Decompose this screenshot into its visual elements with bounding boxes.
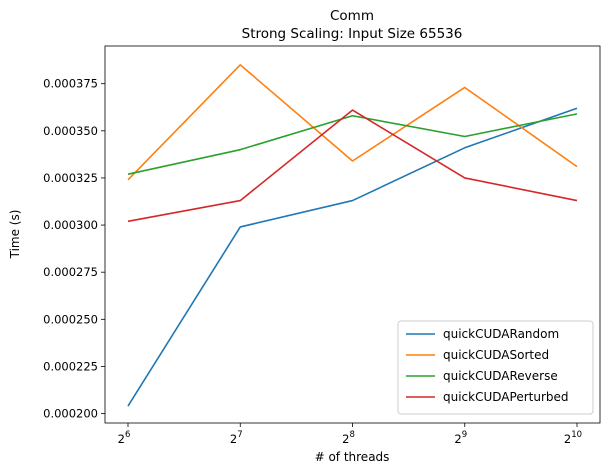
series-line-quickCUDASorted: [127, 64, 578, 181]
x-tick-exponent: 9: [462, 430, 467, 440]
y-tick-label: 0.000250: [43, 312, 98, 326]
x-tick-base: 2: [230, 432, 237, 446]
legend-label: quickCUDAReverse: [443, 369, 558, 383]
legend-label: quickCUDAPerturbed: [443, 390, 569, 404]
legend-box: [397, 320, 594, 415]
series-line-quickCUDAPerturbed: [127, 109, 578, 223]
legend-label: quickCUDARandom: [443, 327, 559, 341]
chart-subtitle: Strong Scaling: Input Size 65536: [242, 26, 463, 42]
y-tick-label: 0.000225: [43, 359, 98, 373]
x-tick-label: 29: [454, 430, 467, 446]
legend-label: quickCUDASorted: [443, 348, 549, 362]
x-tick-label: 26: [118, 430, 131, 446]
y-tick-label: 0.000200: [43, 407, 98, 421]
y-tick-label: 0.000275: [43, 265, 98, 279]
x-tick-base: 2: [342, 432, 349, 446]
x-axis-label: # of threads: [315, 450, 390, 464]
y-axis-label: Time (s): [8, 210, 22, 260]
x-tick-base: 2: [454, 432, 461, 446]
x-axis: 26 27 28 29 210: [118, 423, 582, 446]
x-tick-label: 27: [230, 430, 243, 446]
series-layer: [127, 64, 578, 407]
series-line-quickCUDAReverse: [127, 113, 578, 175]
x-tick-base: 2: [564, 432, 571, 446]
x-tick-exponent: 8: [349, 430, 354, 440]
x-tick-exponent: 10: [571, 430, 582, 440]
y-tick-label: 0.000325: [43, 171, 98, 185]
y-tick-label: 0.000375: [43, 77, 98, 91]
x-tick-base: 2: [118, 432, 125, 446]
x-tick-label: 210: [564, 430, 582, 446]
legend-items: quickCUDARandom quickCUDASorted quickCUDAR…: [406, 327, 569, 404]
x-tick-exponent: 6: [125, 430, 130, 440]
legend: quickCUDARandom quickCUDASorted quickCUDAR…: [397, 320, 594, 415]
y-tick-label: 0.000350: [43, 124, 98, 138]
series-line-quickCUDARandom: [127, 107, 578, 407]
x-tick-label: 28: [342, 430, 355, 446]
y-tick-label: 0.000300: [43, 218, 98, 232]
y-axis: 0.000200 0.000225 0.000250 0.000275 0.000300…: [43, 77, 105, 421]
x-tick-exponent: 7: [237, 430, 242, 440]
chart-title: Comm: [330, 8, 374, 24]
